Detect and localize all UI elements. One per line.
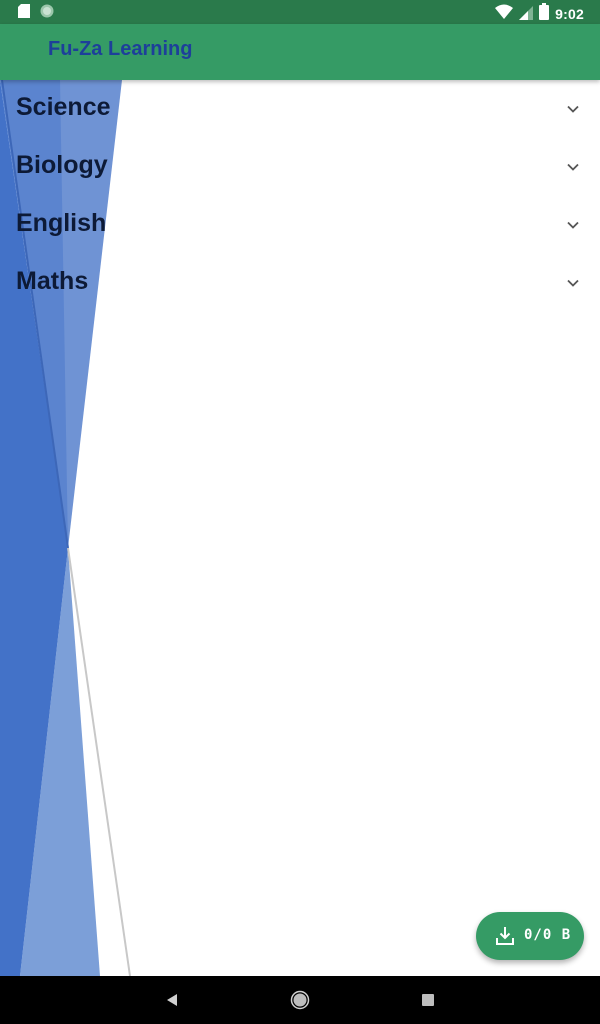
subject-row-science[interactable]: Science [0,80,600,138]
download-size-label: 0/0 B [524,927,572,943]
signal-icon [519,4,534,25]
status-right-icons: 9:02 [495,3,584,25]
subject-row-english[interactable]: English [0,196,600,254]
background-decoration [0,80,131,976]
download-button[interactable]: 0/0 B [476,912,584,960]
download-icon [496,927,514,945]
status-left-icons [18,4,54,23]
subject-list: Science Biology English Maths [0,80,600,312]
subject-label: English [16,209,107,237]
decor-line-grey [67,547,131,976]
back-button[interactable] [160,988,184,1012]
subject-row-biology[interactable]: Biology [0,138,600,196]
recents-button[interactable] [416,988,440,1012]
decor-line-blue [1,80,69,549]
subject-label: Biology [16,151,108,179]
chevron-down-icon[interactable] [566,160,580,174]
status-bar: 9:02 [0,0,600,24]
navigation-bar [0,976,600,1024]
chevron-down-icon[interactable] [566,218,580,232]
subject-label: Maths [16,267,89,295]
status-time: 9:02 [555,6,584,22]
sd-card-icon [18,4,30,23]
back-icon [167,994,177,1006]
recents-icon [422,994,434,1006]
subject-row-maths[interactable]: Maths [0,254,600,312]
decor-shape-lower-light [20,548,100,976]
chevron-down-icon[interactable] [566,276,580,290]
home-button[interactable] [288,988,312,1012]
home-icon [290,990,310,1010]
decor-shape-dark [0,80,68,976]
subject-label: Science [16,93,111,121]
wifi-icon [495,4,514,25]
app-title: Fu-Za Learning [48,38,193,60]
chevron-down-icon[interactable] [566,102,580,116]
battery-icon [539,3,550,25]
sync-circle-icon [40,4,54,23]
app-bar: Fu-Za Learning [0,24,600,80]
